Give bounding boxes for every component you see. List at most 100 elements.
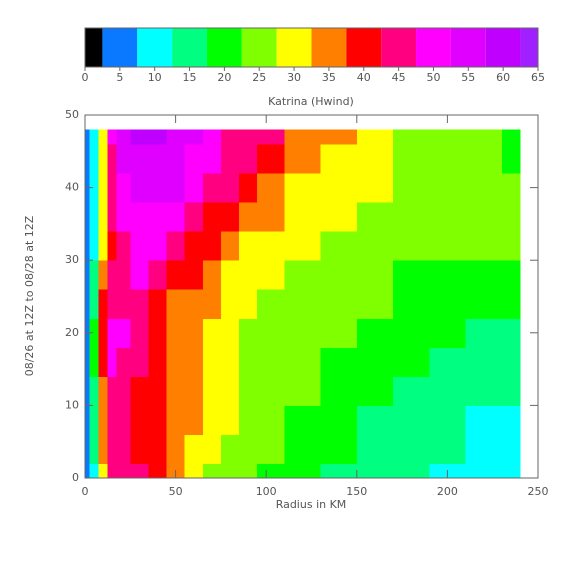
contour-cell: [148, 260, 168, 290]
contour-cell: [89, 231, 100, 261]
contour-cell: [239, 144, 258, 174]
contour-cell: [284, 173, 322, 203]
contour-cell: [501, 434, 521, 464]
contour-cell: [257, 231, 285, 261]
contour-cell: [98, 144, 109, 174]
contour-cell: [239, 129, 258, 145]
contour-cell: [257, 434, 285, 464]
contour-cell: [465, 463, 503, 479]
contour-cell: [356, 144, 394, 174]
contour-cell: [89, 376, 100, 406]
contour-cell: [166, 434, 186, 464]
contour-cell: [89, 463, 100, 479]
contour-cell: [220, 434, 240, 464]
contour-cell: [220, 347, 240, 377]
contour-cell: [320, 376, 358, 406]
contour-cell: [166, 347, 186, 377]
contour-cell: [257, 463, 285, 479]
contour-cell: [116, 376, 131, 406]
contour-cell: [239, 231, 258, 261]
contour-cell: [501, 289, 521, 319]
contour-cell: [257, 129, 285, 145]
contour-cell: [220, 463, 240, 479]
chart-title: Katrina (Hwind): [268, 95, 354, 108]
contour-cell: [239, 405, 258, 435]
contour-cell: [239, 202, 258, 232]
contour-cell: [465, 260, 503, 290]
colorbar-tick-label: 60: [496, 71, 510, 84]
contour-cell: [239, 260, 258, 290]
contour-cell: [465, 434, 503, 464]
contour-cell: [89, 202, 100, 232]
contour-cell: [130, 376, 149, 406]
contour-cell: [356, 202, 394, 232]
contour-cell: [98, 347, 109, 377]
contour-cell: [356, 231, 394, 261]
contour-cell: [429, 173, 467, 203]
x-tick-label: 0: [82, 485, 89, 498]
contour-cell: [184, 144, 204, 174]
y-tick-label: 10: [65, 398, 79, 411]
contour-cell: [85, 434, 91, 464]
contour-cell: [202, 376, 222, 406]
contour-cell: [284, 318, 322, 348]
contour-cell: [356, 405, 394, 435]
contour-cell: [393, 318, 430, 348]
contour-cell: [393, 144, 430, 174]
colorbar-segment: [450, 28, 486, 67]
contour-cell: [393, 347, 430, 377]
contour-cell: [465, 144, 503, 174]
contour-cell: [107, 144, 118, 174]
contour-cell: [239, 318, 258, 348]
contour-cell: [166, 318, 186, 348]
contour-cell: [220, 173, 240, 203]
colorbar-tick-label: 55: [461, 71, 475, 84]
contour-cell: [166, 260, 186, 290]
contour-cell: [239, 347, 258, 377]
contour-cell: [98, 434, 109, 464]
contour-cell: [465, 376, 503, 406]
contour-cell: [202, 463, 222, 479]
contour-cell: [85, 129, 91, 145]
contour-cell: [184, 260, 204, 290]
contour-cell: [356, 376, 394, 406]
colorbar-segment: [172, 28, 207, 67]
contour-cell: [89, 129, 100, 145]
contour-cell: [184, 405, 204, 435]
contour-cell: [98, 405, 109, 435]
contour-cell: [89, 289, 100, 319]
contour-cell: [130, 202, 149, 232]
contour-cell: [257, 260, 285, 290]
contour-cell: [429, 318, 467, 348]
contour-cell: [393, 231, 430, 261]
y-tick-label: 30: [65, 253, 79, 266]
contour-cell: [202, 129, 222, 145]
contour-cell: [85, 202, 91, 232]
colorbar-tick-label: 10: [148, 71, 162, 84]
contour-cell: [130, 289, 149, 319]
contour-cell: [356, 129, 394, 145]
contour-cell: [284, 347, 322, 377]
colorbar-tick-label: 50: [426, 71, 440, 84]
contour-cell: [85, 289, 91, 319]
contour-cell: [429, 231, 467, 261]
x-tick-label: 150: [346, 485, 367, 498]
contour-cell: [130, 463, 149, 479]
contour-cell: [184, 202, 204, 232]
colorbar-tick-label: 40: [357, 71, 371, 84]
contour-cell: [184, 173, 204, 203]
contour-cell: [284, 202, 322, 232]
contour-cell: [98, 376, 109, 406]
contour-cell: [98, 463, 109, 479]
x-tick-label: 50: [169, 485, 183, 498]
contour-cell: [393, 129, 430, 145]
contour-cell: [429, 129, 467, 145]
x-tick-label: 100: [256, 485, 277, 498]
contour-cell: [148, 347, 168, 377]
contour-cell: [166, 173, 186, 203]
contour-cell: [184, 463, 204, 479]
contour-cell: [393, 376, 430, 406]
contour-cell: [202, 231, 222, 261]
contour-cell: [202, 202, 222, 232]
colorbar-tick-label: 45: [392, 71, 406, 84]
